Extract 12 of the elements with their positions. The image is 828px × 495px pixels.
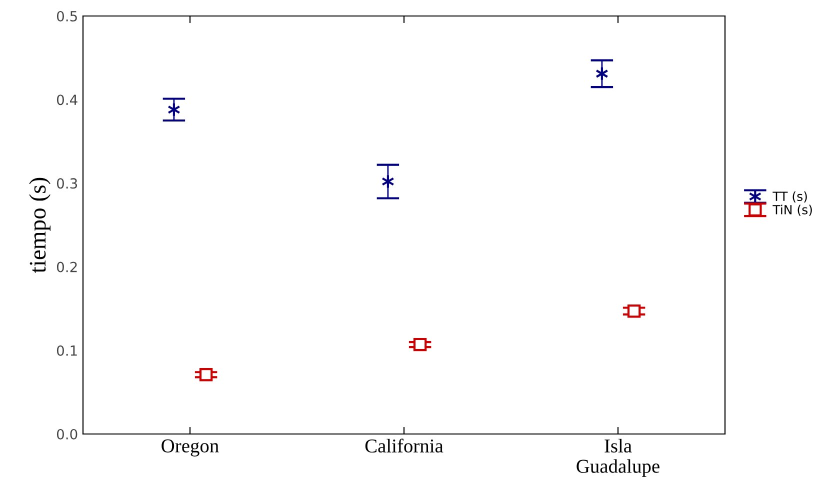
y-tick-label: 0.0: [56, 428, 78, 440]
x-tick-label: Oregon: [162, 439, 219, 456]
x-tick-label: California: [365, 438, 444, 453]
y-axis-title: tiempo (s): [29, 178, 50, 273]
y-tick-label: 0.2: [56, 262, 77, 272]
legend-label: TiN (s): [772, 204, 812, 216]
y-tick-label: 0.4: [56, 94, 78, 106]
y-tick-label: 0.3: [56, 178, 78, 189]
x-tick-label: Isla Guadalupe: [576, 438, 660, 477]
y-tick-label: 0.5: [56, 10, 77, 22]
legend-label: TT (s): [772, 191, 807, 203]
y-tick-label: 0.1: [56, 345, 77, 356]
